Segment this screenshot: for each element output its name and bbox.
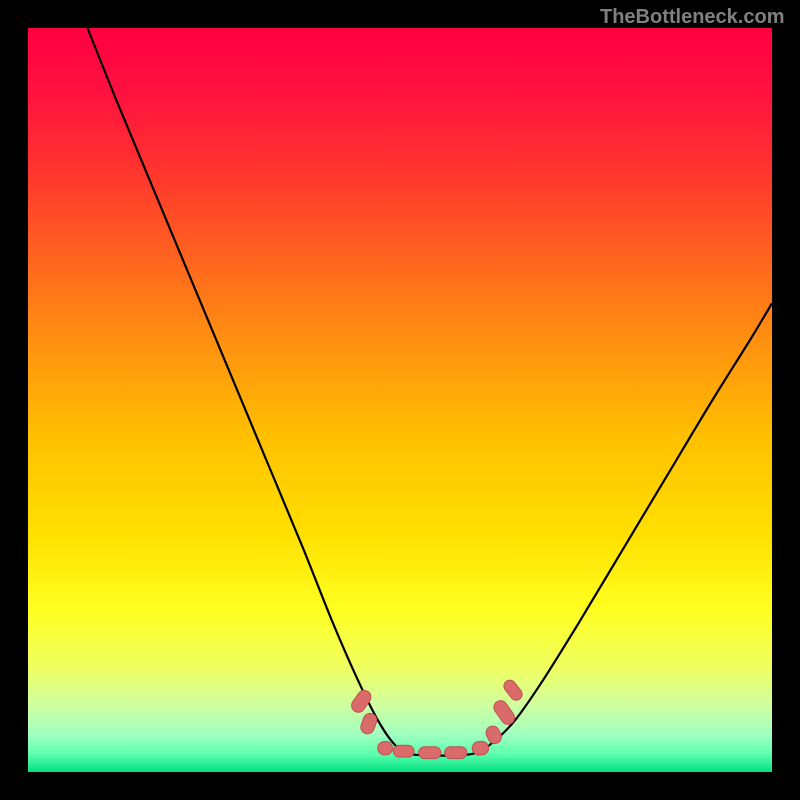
marker-blob: [472, 741, 490, 756]
marker-blob: [393, 745, 414, 757]
watermark-text: TheBottleneck.com: [600, 6, 784, 29]
marker-blob: [419, 747, 441, 759]
marker-blob: [445, 747, 467, 759]
marker-blob: [378, 742, 393, 755]
gradient-background: [28, 28, 772, 772]
bottleneck-chart: [0, 0, 800, 800]
